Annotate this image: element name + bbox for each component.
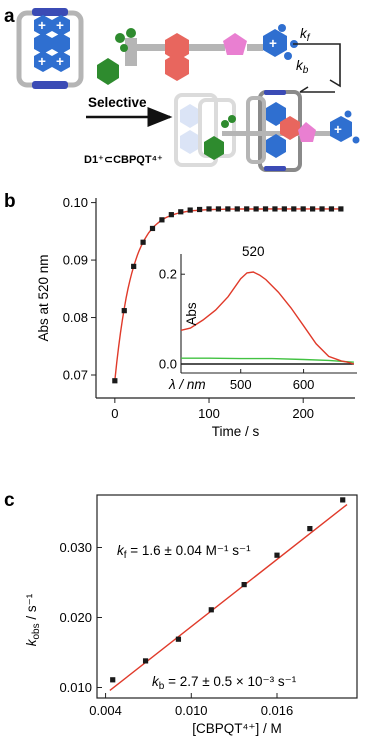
b-data-point [225, 206, 231, 212]
cbpqt-macrocycle-icon: + + + + [16, 8, 84, 89]
b-data-point [272, 206, 278, 212]
c-data-point [175, 636, 182, 642]
panel-a-letter: a [4, 6, 15, 27]
inset-y-axis-label: Abs [184, 302, 199, 326]
inset-x-tick-label: 500 [230, 377, 252, 392]
panel-b-letter: b [4, 191, 16, 212]
svg-text:+: + [269, 36, 277, 51]
c-data-point [208, 607, 214, 613]
b-x-tick-label: 200 [292, 406, 314, 421]
c-x-tick-label: 0.010 [175, 703, 208, 718]
b-data-point [187, 207, 193, 213]
c-y-tick-label: 0.030 [59, 540, 92, 555]
complex-illustration-icon: + [174, 90, 360, 172]
inset-x-tick-label: 600 [293, 377, 315, 392]
inset-series-line [181, 357, 354, 363]
b-data-point [215, 206, 222, 212]
b-y-tick-label: 0.09 [63, 253, 88, 268]
b-data-point [168, 212, 174, 218]
b-data-point [310, 206, 316, 212]
b-data-point [149, 225, 156, 232]
panel-c: c 0.004 0.010 0.016 0.010 0.020 0.030 [CBPQT⁴⁺… [4, 490, 358, 736]
inset-y-tick-label: 0.2 [159, 267, 177, 282]
b-x-tick-label: 100 [198, 406, 220, 421]
svg-text:+: + [38, 18, 46, 33]
c-x-tick-label: 0.016 [261, 703, 294, 718]
b-data-point [253, 206, 259, 212]
chart-b-kinetics: 0 100 200 0.07 0.08 0.09 0.10 Time / s Abs at 52… [36, 195, 355, 439]
b-y-tick-label: 0.08 [63, 310, 88, 325]
panel-b: b 0 100 200 0.07 0.08 0.09 0.10 Time / s Abs at … [4, 191, 357, 439]
b-data-point [178, 209, 184, 215]
equilibrium-arrows: kf kb [293, 26, 341, 93]
svg-text:kb: kb [296, 58, 309, 76]
c-data-point [307, 526, 313, 532]
b-y-axis-label: Abs at 520 nm [36, 254, 51, 341]
b-data-point [291, 206, 297, 212]
c-plot-frame [96, 494, 358, 699]
b-data-point [262, 206, 269, 212]
c-data-point [142, 658, 149, 664]
b-fit-curve [114, 208, 341, 381]
c-data-point [110, 677, 116, 683]
svg-text:+: + [38, 54, 46, 69]
b-data-point [328, 206, 335, 212]
inset-series-line [180, 271, 355, 365]
inset-x-axis-label: λ / nm [168, 377, 206, 392]
panel-a: a + + + + [4, 6, 360, 172]
kb-annotation: kb = 2.7 ± 0.5 × 10⁻³ s⁻¹ [152, 674, 297, 692]
b-data-point [131, 263, 137, 269]
c-data-point [340, 497, 346, 503]
b-data-point [234, 206, 240, 212]
b-data-point [121, 308, 127, 314]
b-data-point [140, 239, 146, 245]
b-data-point [300, 206, 306, 212]
svg-text:+: + [334, 122, 342, 137]
c-data-point [274, 552, 280, 558]
c-fit-line [109, 503, 348, 691]
b-data-point [338, 206, 344, 212]
chart-c-pseudo-first-order: 0.004 0.010 0.016 0.010 0.020 0.030 [CBPQT⁴⁺] … [59, 494, 358, 736]
b-data-point [206, 206, 212, 212]
svg-text:+: + [56, 18, 64, 33]
c-x-axis-label: [CBPQT⁴⁺] / M [192, 721, 281, 736]
b-y-tick-label: 0.07 [63, 368, 88, 383]
b-data-point [197, 206, 203, 213]
c-y-tick-label: 0.020 [59, 610, 92, 625]
c-y-axis-label: kobs / s⁻¹ [24, 593, 42, 646]
complex-label: D1⁺⊂CBPQT⁴⁺ [84, 154, 163, 166]
c-data-point [241, 582, 247, 588]
svg-text:+: + [56, 54, 64, 69]
kf-annotation: kf = 1.6 ± 0.04 M⁻¹ s⁻¹ [117, 543, 251, 561]
b-data-point [319, 206, 325, 212]
b-y-tick-label: 0.10 [63, 195, 88, 210]
b-data-point [281, 206, 287, 212]
svg-text:kf: kf [300, 26, 311, 44]
panel-c-letter: c [4, 490, 15, 511]
chart-b-inset-spectrum: 0.0 0.2 500 600 [159, 254, 357, 392]
b-data-point [112, 378, 118, 384]
b-data-point [159, 217, 165, 223]
b-x-tick-label: 0 [111, 406, 118, 421]
inset-peak-label: 520 [242, 244, 265, 259]
c-y-tick-label: 0.010 [59, 680, 92, 695]
b-data-point [244, 206, 250, 212]
selective-label: Selective [88, 95, 147, 110]
c-x-tick-label: 0.004 [89, 703, 122, 718]
dumbbell-guest-icon: + [97, 24, 298, 85]
b-x-axis-label: Time / s [212, 424, 260, 439]
inset-y-tick-label: 0.0 [159, 357, 177, 372]
